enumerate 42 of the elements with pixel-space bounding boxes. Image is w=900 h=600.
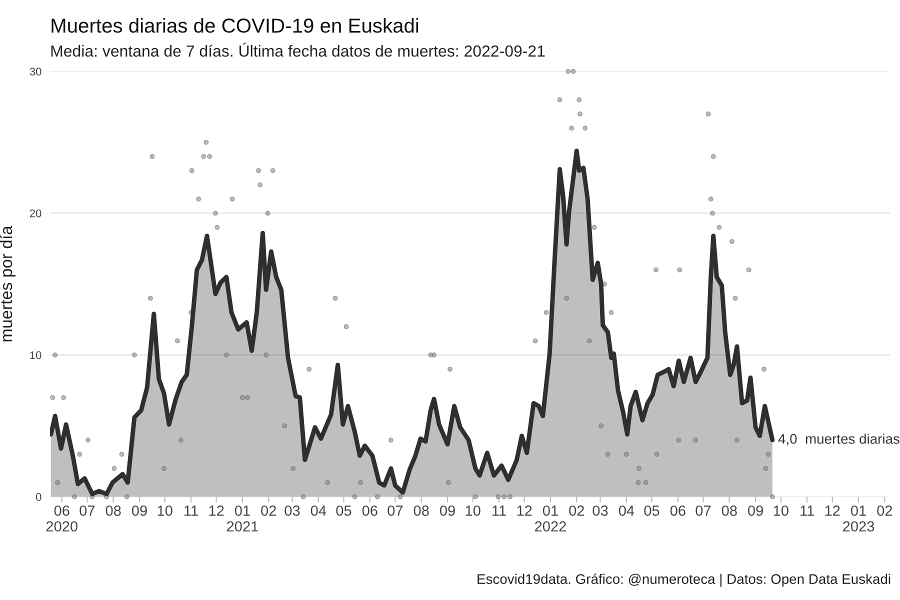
x-tick-label: 06 [670,506,686,516]
x-tick-label: 04 [618,506,634,516]
chart-subtitle: Media: ventana de 7 días. Última fecha datos de muertes: 2022-09-21 [51,42,545,57]
x-tick-label: 07 [388,506,403,516]
x-tick-label: 12 [517,506,532,516]
x-tick-label: 10 [158,506,172,516]
x-tick-label: 09 [440,506,455,516]
x-tick-label: 02 [261,506,276,516]
y-tick-label: 0 [36,493,42,501]
x-tick-label: 09 [748,506,763,516]
chart-title: Muertes diarias de COVID-19 en Euskadi [52,18,418,33]
annotation: 4,0 muertes diarias [778,434,900,446]
x-tick-label: 08 [414,506,429,516]
y-axis-title: muertes por día [0,226,16,342]
x-tick-label: 01 2021 [226,506,258,532]
x-tick-label: 07 [80,506,95,516]
x-tick-label: 12 [825,506,840,516]
x-tick-label: 03 [592,506,608,516]
x-tick-label: 05 [644,506,660,516]
x-tick-label: 10 [466,506,480,516]
x-tick-label: 11 [184,506,198,516]
x-tick-label: 06 2020 [46,506,78,532]
x-tick-label: 06 [362,506,378,516]
x-tick-label: 08 [106,506,121,516]
x-tick-label: 01 2023 [843,506,874,532]
x-tick-label: 09 [132,506,147,516]
y-tick-label: 10 [30,351,42,360]
x-tick-label: 02 [569,506,584,516]
y-tick-label: 20 [30,209,42,218]
x-tick-label: 11 [800,506,814,516]
x-tick-label: 10 [774,506,788,516]
y-tick-label: 30 [30,68,42,76]
x-tick-label: 01 2022 [535,506,566,532]
x-tick-label: 05 [336,506,352,516]
x-tick-label: 04 [310,506,326,516]
x-tick-label: 11 [492,506,506,516]
x-tick-label: 08 [722,506,737,516]
x-tick-label: 07 [696,506,711,516]
text: Escovid19data. Gráfico: @numeroteca | Datos: Open Data Euskadi [478,574,890,587]
x-tick-label: 02 [877,506,892,516]
x-tick-label: 12 [209,506,224,516]
x-tick-label: 03 [284,506,300,516]
